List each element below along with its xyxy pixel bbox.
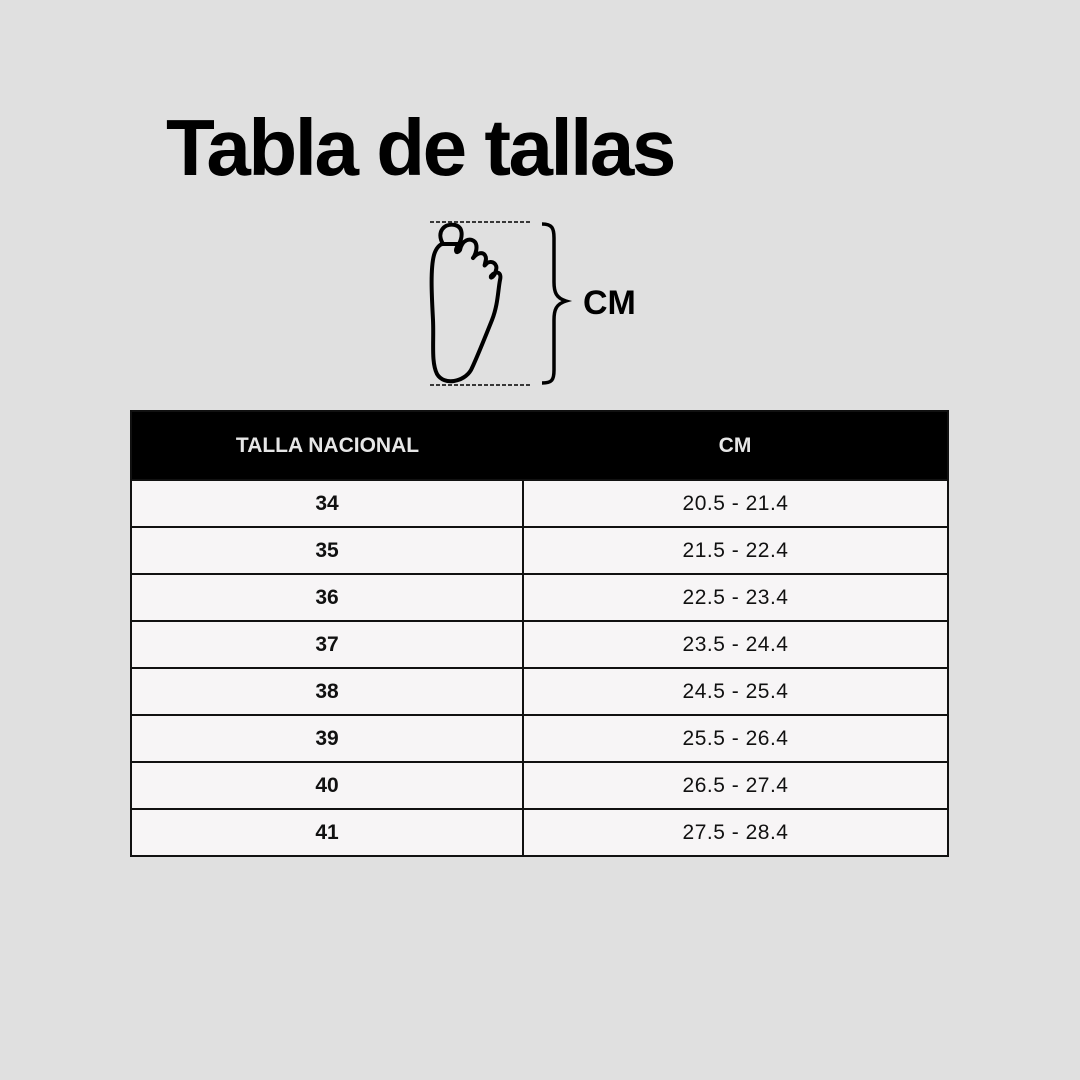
size-cell: 40 bbox=[130, 761, 524, 810]
table-row: 34 20.5 - 21.4 bbox=[130, 479, 949, 528]
size-cell: 35 bbox=[130, 526, 524, 575]
table-row: 38 24.5 - 25.4 bbox=[130, 667, 949, 716]
cm-cell: 27.5 - 28.4 bbox=[522, 808, 949, 857]
table-row: 41 27.5 - 28.4 bbox=[130, 808, 949, 857]
table-row: 40 26.5 - 27.4 bbox=[130, 761, 949, 810]
cm-cell: 20.5 - 21.4 bbox=[522, 479, 949, 528]
size-cell: 38 bbox=[130, 667, 524, 716]
size-chart-table: TALLA NACIONAL CM 34 20.5 - 21.4 35 21.5 - … bbox=[130, 410, 949, 857]
brace-icon bbox=[541, 222, 573, 385]
cm-cell: 23.5 - 24.4 bbox=[522, 620, 949, 669]
page-title: Tabla de tallas bbox=[166, 103, 676, 192]
cm-cell: 25.5 - 26.4 bbox=[522, 714, 949, 763]
cm-cell: 21.5 - 22.4 bbox=[522, 526, 949, 575]
header-cm: CM bbox=[523, 411, 948, 480]
cm-cell: 22.5 - 23.4 bbox=[522, 573, 949, 622]
size-cell: 36 bbox=[130, 573, 524, 622]
table-row: 36 22.5 - 23.4 bbox=[130, 573, 949, 622]
measure-label: CM bbox=[583, 284, 636, 322]
size-cell: 41 bbox=[130, 808, 524, 857]
foot-measurement-diagram: CM bbox=[429, 221, 636, 386]
table-row: 37 23.5 - 24.4 bbox=[130, 620, 949, 669]
foot-outline-icon bbox=[429, 222, 503, 384]
cm-cell: 26.5 - 27.4 bbox=[522, 761, 949, 810]
table-row: 39 25.5 - 26.4 bbox=[130, 714, 949, 763]
header-talla-nacional: TALLA NACIONAL bbox=[131, 411, 523, 480]
size-cell: 39 bbox=[130, 714, 524, 763]
cm-cell: 24.5 - 25.4 bbox=[522, 667, 949, 716]
table-header-row: TALLA NACIONAL CM bbox=[131, 411, 948, 480]
table-row: 35 21.5 - 22.4 bbox=[130, 526, 949, 575]
size-cell: 37 bbox=[130, 620, 524, 669]
size-cell: 34 bbox=[130, 479, 524, 528]
